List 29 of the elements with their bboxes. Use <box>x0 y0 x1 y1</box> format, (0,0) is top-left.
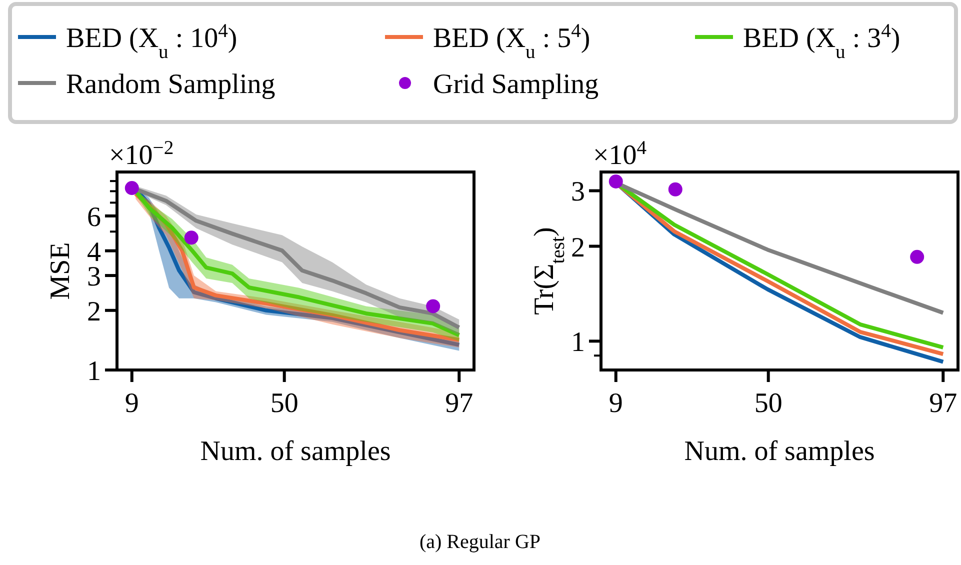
x-tick-label: 50 <box>270 388 298 419</box>
y-axis-title: MSE <box>45 242 76 300</box>
y-tick-label: 6 <box>87 202 101 233</box>
legend-label: BED (X$_{u}$ : 10$^{4}$) <box>66 20 238 62</box>
y-tick-label: 1 <box>571 327 585 358</box>
x-tick-label: 97 <box>445 388 474 419</box>
text: ×10$^{−2}$ <box>109 138 174 171</box>
point <box>184 230 198 245</box>
legend-label: Random Sampling <box>66 69 276 100</box>
point <box>910 250 924 264</box>
legend-label: BED (X$_{u}$ : 5$^{4}$) <box>433 20 590 62</box>
y-tick-label: 3 <box>571 176 585 208</box>
point <box>668 182 682 196</box>
legend-label: Grid Sampling <box>433 69 599 100</box>
legend-label: BED (X$_{u}$ : 3$^{4}$) <box>743 20 900 62</box>
y-tick-label: 2 <box>87 296 101 328</box>
x-tick-label: 9 <box>608 388 623 419</box>
point <box>124 181 139 196</box>
x-tick-label: 97 <box>929 388 958 419</box>
x-axis-title: Num. of samples <box>684 436 875 467</box>
point <box>426 299 440 314</box>
x-tick-label: 9 <box>124 388 139 419</box>
y-tick-label: 1 <box>87 356 101 387</box>
x-tick-label: 50 <box>754 388 782 419</box>
point <box>608 174 623 188</box>
text: (a) Regular GP <box>419 531 541 553</box>
x-axis-title: Num. of samples <box>200 436 391 467</box>
text: ×10$^{4}$ <box>593 138 647 171</box>
y-tick-label: 2 <box>571 232 585 264</box>
